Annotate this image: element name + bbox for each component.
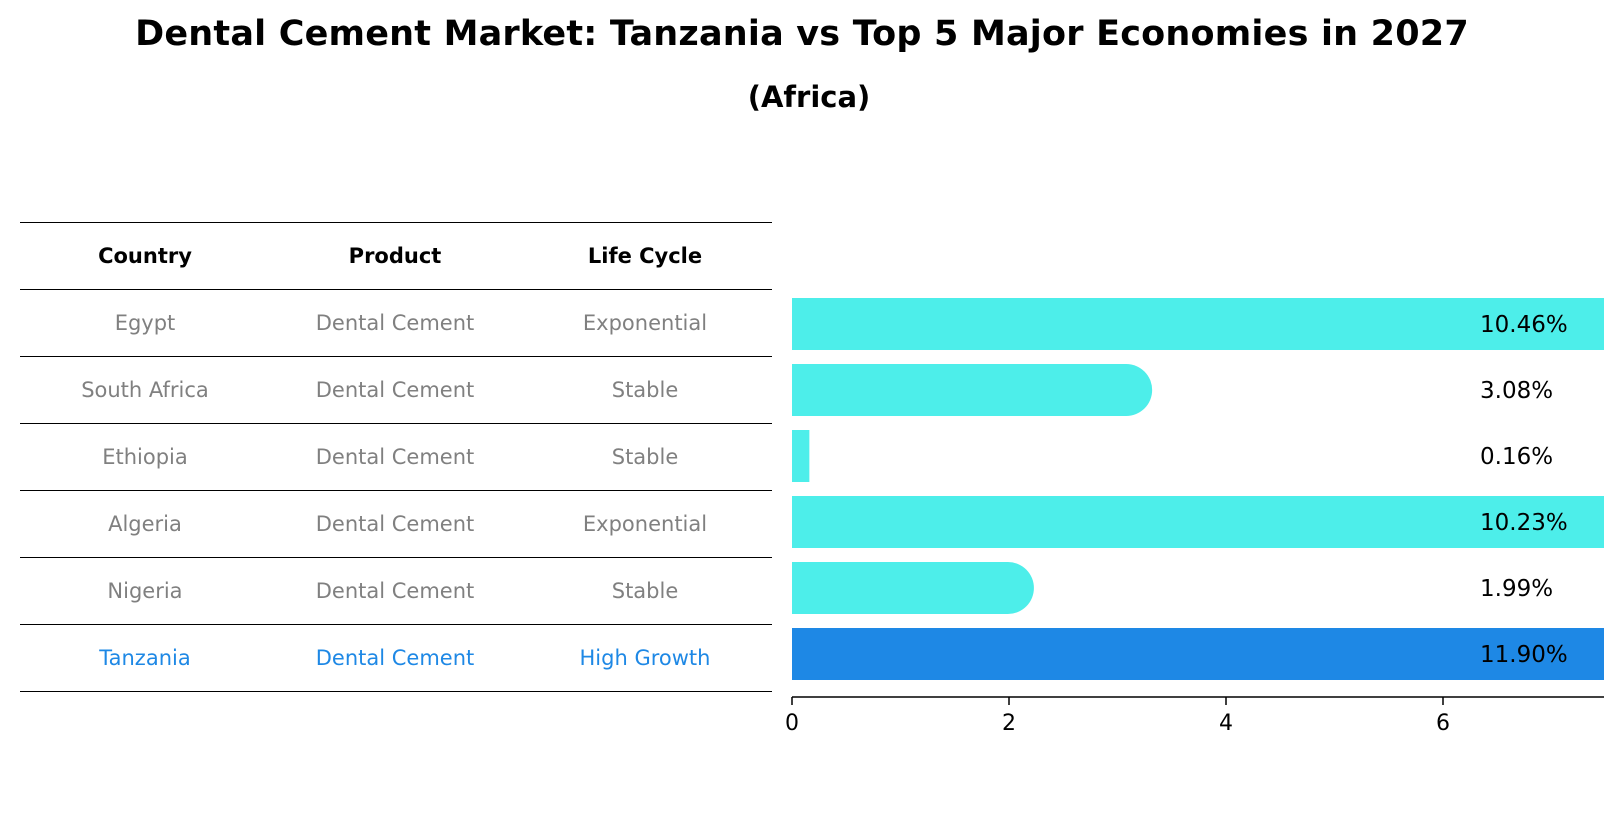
bar-nigeria — [792, 562, 1034, 614]
bar-egypt — [792, 298, 1604, 350]
cell-product: Dental Cement — [315, 378, 475, 402]
value-label-algeria: 10.23% — [1480, 510, 1568, 536]
header-country: Country — [98, 244, 192, 268]
cell-product: Dental Cement — [315, 445, 475, 469]
chart-subtitle: (Africa) — [747, 80, 871, 114]
value-label-ethiopia: 0.16% — [1480, 444, 1553, 470]
table-header-row: Country Product Life Cycle — [20, 222, 772, 289]
table-row: Algeria Dental Cement Exponential — [20, 490, 772, 557]
cell-product: Dental Cement — [315, 512, 475, 536]
header-life-cycle: Life Cycle — [587, 244, 703, 268]
cell-product: Dental Cement — [315, 311, 475, 335]
cell-country: Tanzania — [99, 646, 191, 670]
country-table: Country Product Life Cycle Egypt Dental … — [20, 222, 772, 692]
value-label-south-africa: 3.08% — [1480, 378, 1553, 404]
table-row: Ethiopia Dental Cement Stable — [20, 423, 772, 490]
x-tick-label: 2 — [1002, 711, 1016, 736]
cell-life-cycle: Exponential — [582, 512, 708, 536]
bar-south-africa — [792, 364, 1153, 416]
cell-life-cycle: Exponential — [582, 311, 708, 335]
x-tick-label: 0 — [785, 711, 799, 736]
x-tick-label: 6 — [1436, 711, 1450, 736]
bar-tanzania — [792, 628, 1604, 680]
chart-title: Dental Cement Market: Tanzania vs Top 5 … — [135, 14, 1469, 54]
cell-country: South Africa — [81, 378, 209, 402]
cell-life-cycle: Stable — [611, 445, 679, 469]
table-row-highlight: Tanzania Dental Cement High Growth — [20, 624, 772, 692]
cell-country: Algeria — [108, 512, 182, 536]
cell-life-cycle: Stable — [611, 579, 679, 603]
value-label-egypt: 10.46% — [1480, 312, 1568, 338]
x-tick-label: 4 — [1219, 711, 1233, 736]
bar-algeria — [792, 496, 1604, 548]
cell-country: Nigeria — [107, 579, 183, 603]
cell-country: Ethiopia — [102, 445, 188, 469]
value-label-nigeria: 1.99% — [1480, 576, 1553, 602]
cell-country: Egypt — [114, 311, 176, 335]
table-row: Nigeria Dental Cement Stable — [20, 557, 772, 624]
header-product: Product — [348, 244, 442, 268]
cell-product: Dental Cement — [315, 646, 475, 670]
cell-product: Dental Cement — [315, 579, 475, 603]
value-label-tanzania: 11.90% — [1480, 642, 1568, 668]
cell-life-cycle: Stable — [611, 378, 679, 402]
bar-ethiopia — [792, 430, 810, 482]
table-row: Egypt Dental Cement Exponential — [20, 289, 772, 356]
cell-life-cycle: High Growth — [579, 646, 711, 670]
table-row: South Africa Dental Cement Stable — [20, 356, 772, 423]
